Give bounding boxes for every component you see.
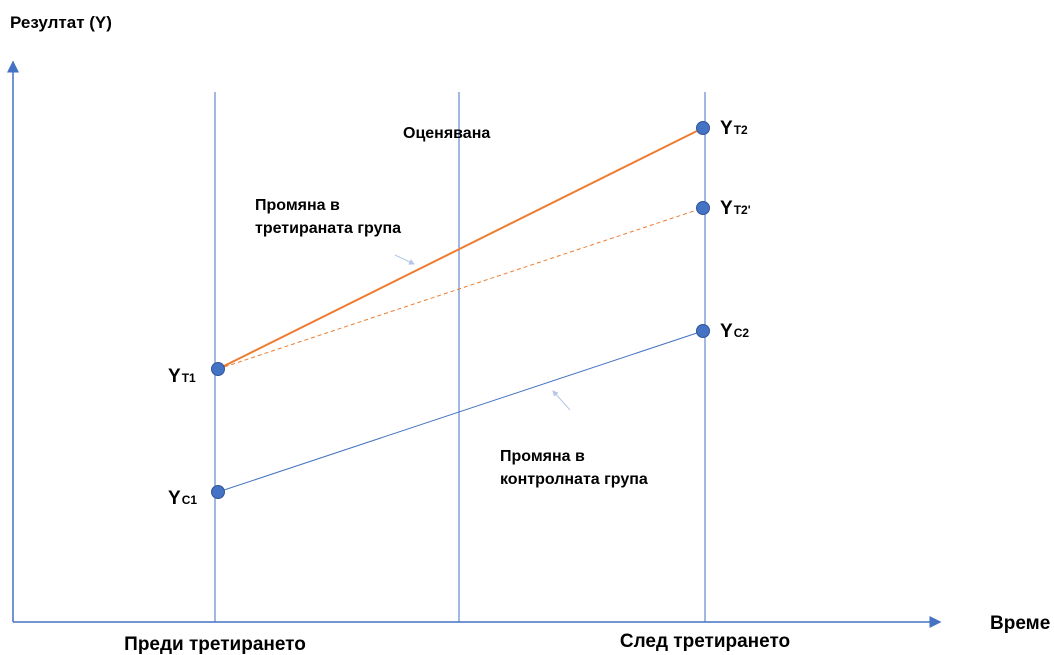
annotation-line: Промяна в [500, 448, 585, 465]
point [211, 485, 225, 499]
point-label: YT2 [720, 118, 748, 139]
period-label: След третирането [620, 631, 790, 652]
point-label-main: Y [168, 488, 181, 509]
period-label: Преди третирането [124, 634, 306, 655]
point [696, 121, 710, 135]
annotation-line: третираната група [255, 220, 401, 237]
annotation-arrow [552, 390, 571, 411]
treated-line [217, 127, 704, 370]
marker-label: Оценявана [403, 125, 490, 142]
point [211, 362, 225, 376]
x-axis-label: Време [990, 613, 1050, 634]
point-label-sub: T2 [734, 123, 748, 137]
point-label-sub: T2' [734, 203, 751, 217]
point [696, 201, 710, 215]
point [696, 324, 710, 338]
point-label-main: Y [720, 118, 733, 139]
annotation-line: контролната група [500, 471, 648, 488]
point-label-sub: T1 [182, 371, 196, 385]
annotation-line: Промяна в [255, 197, 340, 214]
point-label: YC2 [720, 321, 749, 342]
counterfactual-line [217, 207, 704, 370]
point-label-main: Y [720, 198, 733, 219]
y-axis-label: Резултат (Y) [10, 13, 112, 32]
point-label-main: Y [168, 366, 181, 387]
point-label-sub: C2 [734, 326, 750, 340]
point-label-main: Y [720, 321, 733, 342]
annotation-arrow [394, 254, 415, 265]
control-line [217, 330, 704, 493]
point-label: YT1 [168, 366, 196, 387]
point-label: YT2' [720, 198, 751, 219]
point-label-sub: C1 [182, 493, 198, 507]
point-label: YC1 [168, 488, 197, 509]
